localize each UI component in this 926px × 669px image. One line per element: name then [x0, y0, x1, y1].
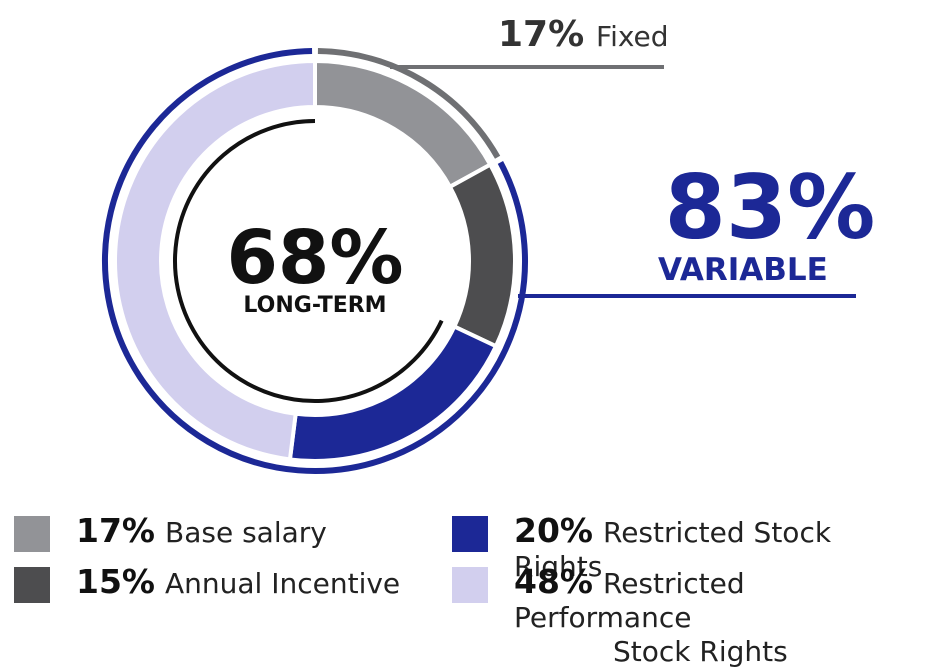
legend-label: Base salary — [165, 516, 327, 549]
variable-callout-pct: 83% — [665, 156, 876, 259]
compensation-donut-chart: 68% LONG-TERM 17% Fixed 83% VARIABLE — [102, 14, 876, 474]
long-term-arc — [173, 119, 444, 403]
fixed-callout-label: Fixed — [596, 20, 669, 53]
outer-arc-fixed — [317, 48, 501, 159]
legend-label: Annual Incentive — [165, 567, 401, 600]
legend-label-line-2: Stock Rights — [613, 635, 788, 668]
donut-segments — [113, 58, 517, 463]
legend-label: Restricted Stock Rights — [514, 516, 832, 583]
legend-item-restricted-performance-stock-rights: 48% Restricted Performance Stock Rights — [452, 565, 926, 669]
center-label: LONG-TERM — [243, 293, 386, 318]
legend-swatch-annual-incentive — [14, 567, 50, 603]
donut-segment-restricted-stock-rights — [287, 323, 499, 463]
donut-segment-base-salary — [313, 58, 493, 190]
variable-callout-label: VARIABLE — [658, 252, 828, 288]
legend-swatch-base-salary — [14, 516, 50, 552]
donut-segment-annual-incentive — [447, 161, 517, 349]
legend-item-base-salary: 17% Base salary — [14, 514, 327, 552]
outer-arc-variable — [102, 48, 528, 474]
legend-label: Restricted Performance — [514, 567, 745, 634]
center-value: 68% — [226, 215, 403, 301]
legend-pct: 20% — [514, 511, 593, 550]
fixed-callout-pct: 17% — [498, 14, 584, 55]
legend-pct: 15% — [76, 562, 155, 601]
legend-swatch-restricted-performance-stock-rights — [452, 567, 488, 603]
legend-item-annual-incentive: 15% Annual Incentive — [14, 565, 400, 603]
legend-item-restricted-stock-rights: 20% Restricted Stock Rights — [452, 514, 926, 584]
donut-segment-restricted-performance-stock-rights — [113, 58, 317, 462]
legend-pct: 48% — [514, 562, 593, 601]
legend-swatch-restricted-stock-rights — [452, 516, 488, 552]
legend-pct: 17% — [76, 511, 155, 550]
outer-arcs — [102, 48, 528, 474]
